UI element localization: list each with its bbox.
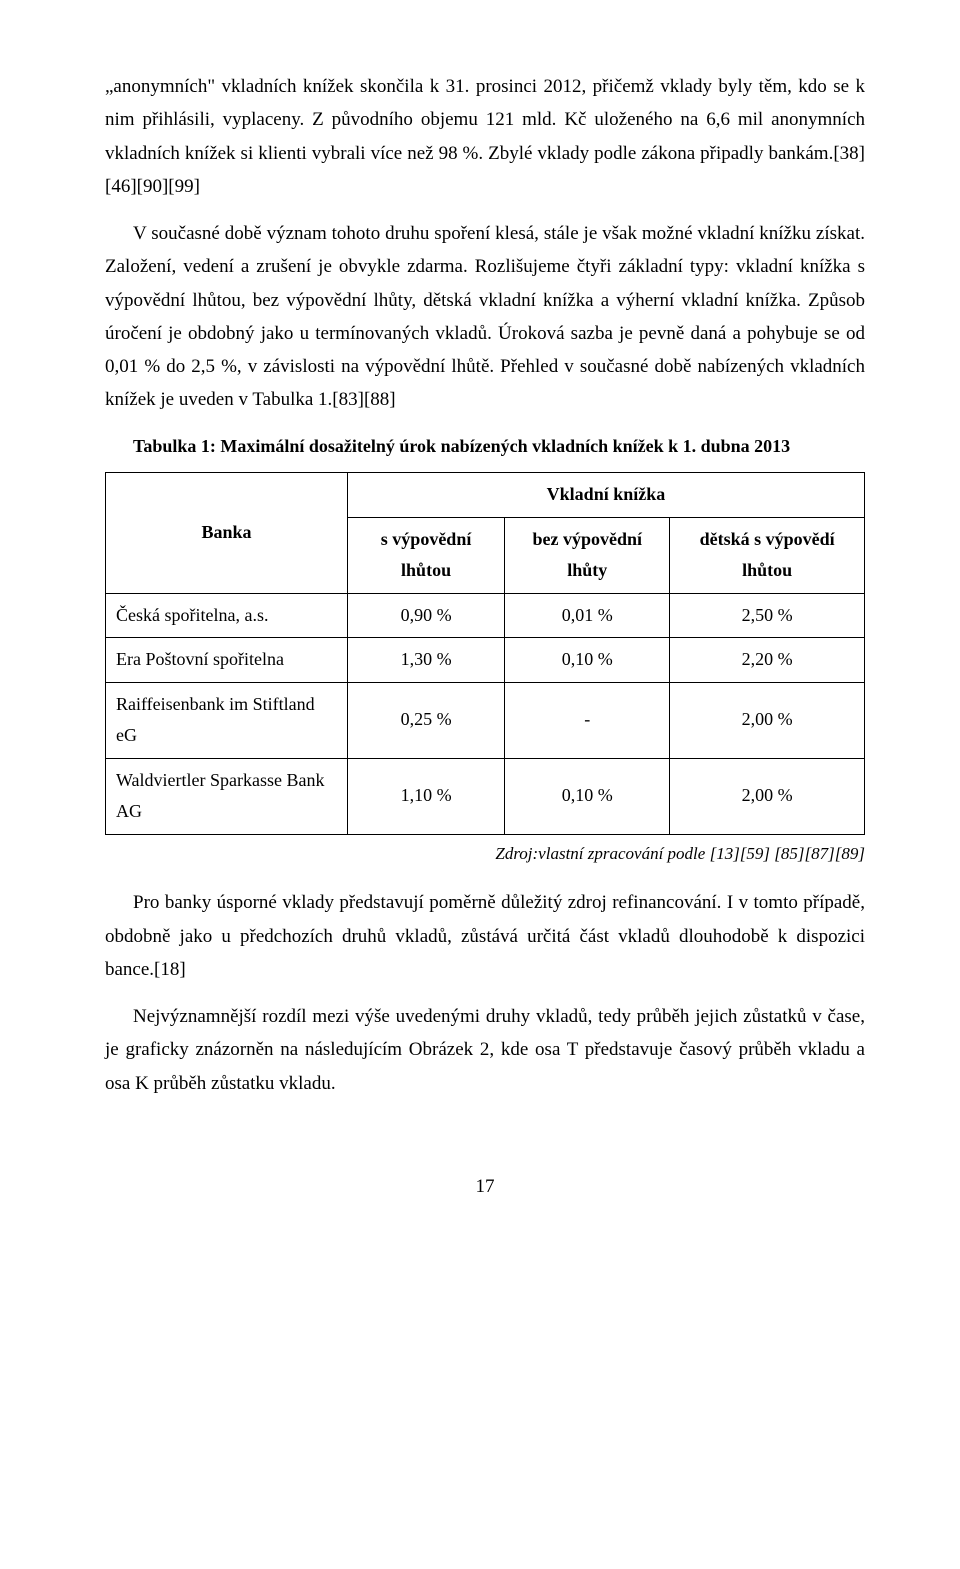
body-paragraph-1: „anonymních" vkladních knížek skončila k… xyxy=(105,70,865,203)
body-paragraph-4: Nejvýznamnější rozdíl mezi výše uvedeným… xyxy=(105,1000,865,1100)
value-cell: 0,25 % xyxy=(347,682,504,758)
table-caption: Tabulka 1: Maximální dosažitelný úrok na… xyxy=(105,431,865,463)
bank-cell: Waldviertler Sparkasse Bank AG xyxy=(106,758,348,834)
bank-cell: Česká spořitelna, a.s. xyxy=(106,593,348,638)
value-cell: 1,10 % xyxy=(347,758,504,834)
header-col-3: dětská s výpovědí lhůtou xyxy=(670,517,865,593)
value-cell: 0,10 % xyxy=(505,758,670,834)
value-cell: - xyxy=(505,682,670,758)
value-cell: 0,01 % xyxy=(505,593,670,638)
table-source: Zdroj:vlastní zpracování podle [13][59] … xyxy=(105,839,865,869)
value-cell: 2,00 % xyxy=(670,682,865,758)
value-cell: 2,00 % xyxy=(670,758,865,834)
value-cell: 1,30 % xyxy=(347,638,504,683)
value-cell: 0,10 % xyxy=(505,638,670,683)
rates-table: Banka Vkladní knížka s výpovědní lhůtou … xyxy=(105,472,865,835)
header-col-2: bez výpovědní lhůty xyxy=(505,517,670,593)
bank-cell: Raiffeisenbank im Stiftland eG xyxy=(106,682,348,758)
value-cell: 0,90 % xyxy=(347,593,504,638)
header-bank: Banka xyxy=(106,473,348,594)
page-number: 17 xyxy=(105,1170,865,1203)
table-row: Waldviertler Sparkasse Bank AG 1,10 % 0,… xyxy=(106,758,865,834)
table-header-row-1: Banka Vkladní knížka xyxy=(106,473,865,518)
header-group: Vkladní knížka xyxy=(347,473,864,518)
table-row: Era Poštovní spořitelna 1,30 % 0,10 % 2,… xyxy=(106,638,865,683)
table-row: Česká spořitelna, a.s. 0,90 % 0,01 % 2,5… xyxy=(106,593,865,638)
value-cell: 2,20 % xyxy=(670,638,865,683)
header-col-1: s výpovědní lhůtou xyxy=(347,517,504,593)
body-paragraph-2: V současné době význam tohoto druhu spoř… xyxy=(105,217,865,417)
body-paragraph-3: Pro banky úsporné vklady představují pom… xyxy=(105,886,865,986)
table-row: Raiffeisenbank im Stiftland eG 0,25 % - … xyxy=(106,682,865,758)
value-cell: 2,50 % xyxy=(670,593,865,638)
bank-cell: Era Poštovní spořitelna xyxy=(106,638,348,683)
